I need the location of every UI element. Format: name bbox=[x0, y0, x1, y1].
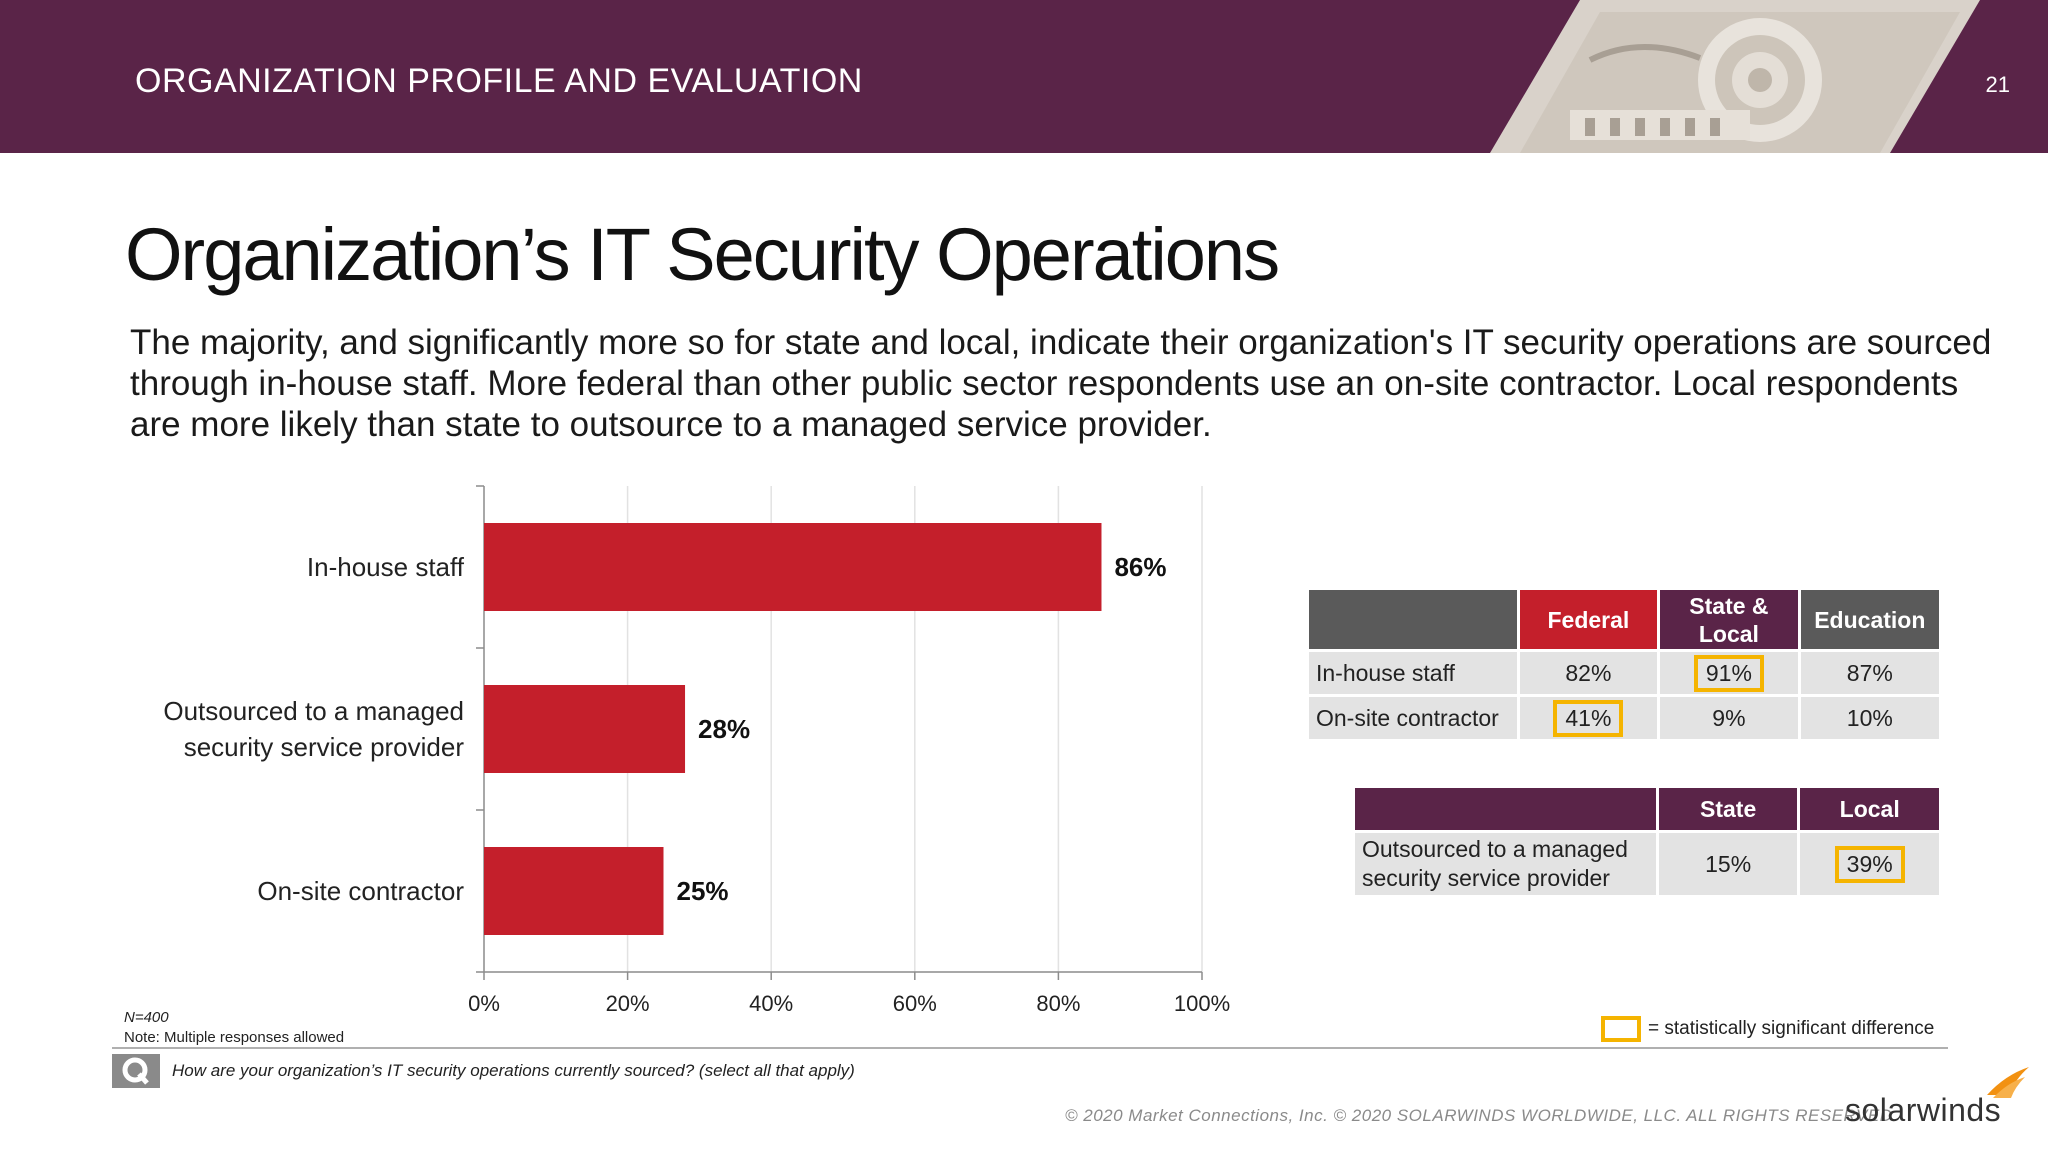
bar-value-label: 86% bbox=[1114, 552, 1166, 582]
state-local-table: State Local Outsourced to a managed secu… bbox=[1352, 785, 1942, 898]
responses-note: Note: Multiple responses allowed bbox=[124, 1029, 345, 1046]
survey-question: How are your organization’s IT security … bbox=[172, 1061, 855, 1080]
significance-legend-text: = statistically significant difference bbox=[1648, 1018, 1935, 1039]
significance-legend-swatch bbox=[1601, 1016, 1641, 1042]
column-header-local: Local bbox=[1800, 788, 1939, 830]
bar bbox=[484, 847, 664, 935]
table-cell: 9% bbox=[1660, 697, 1798, 739]
row-label: On-site contractor bbox=[1309, 697, 1517, 739]
row-label-line: security service provider bbox=[1362, 865, 1610, 891]
solarwinds-logo-text: solarwinds bbox=[1845, 1092, 2002, 1128]
cell-value: 82% bbox=[1565, 659, 1612, 686]
column-header-federal: Federal bbox=[1519, 590, 1658, 649]
copyright-text: © 2020 Market Connections, Inc. © 2020 S… bbox=[1065, 1106, 1893, 1125]
cell-value: 39% bbox=[1834, 845, 1905, 883]
x-tick-label: 100% bbox=[1174, 991, 1230, 1016]
bar-chart: 0% 20% 40% 60% 80% 100% 86% In-house staff 28% Ou… bbox=[163, 485, 1230, 1016]
sample-size-note: N=400 bbox=[124, 1009, 169, 1026]
cell-value: 91% bbox=[1693, 654, 1764, 692]
divider bbox=[112, 1047, 1948, 1049]
table-row: Outsourced to a managed security service… bbox=[1355, 833, 1939, 895]
category-label: In-house staff bbox=[307, 552, 465, 582]
bar bbox=[484, 523, 1102, 611]
table-cell: 82% bbox=[1519, 652, 1658, 694]
x-tick-label: 40% bbox=[749, 991, 793, 1016]
slide-summary: The majority, and significantly more so … bbox=[130, 323, 1992, 444]
page-title: Organization’s IT Security Operations bbox=[125, 213, 1280, 296]
row-label-line: Outsourced to a managed bbox=[1362, 836, 1628, 862]
bar-value-label: 28% bbox=[698, 714, 750, 744]
page-number: 21 bbox=[1985, 72, 2010, 97]
table-cell: 15% bbox=[1658, 833, 1798, 895]
column-header-state: State bbox=[1658, 788, 1798, 830]
cell-value: 87% bbox=[1846, 659, 1893, 686]
segment-table: Federal State & Local Education In-house… bbox=[1306, 587, 1942, 742]
category-label: On-site contractor bbox=[257, 876, 464, 906]
header-banner: ORGANIZATION PROFILE AND EVALUATION 21 bbox=[0, 0, 2048, 153]
table-cell: 10% bbox=[1800, 697, 1939, 739]
section-title: ORGANIZATION PROFILE AND EVALUATION bbox=[135, 62, 863, 100]
cell-value: 15% bbox=[1705, 850, 1752, 877]
table-row: On-site contractor 41% 9% 10% bbox=[1309, 697, 1939, 739]
bar-value-label: 25% bbox=[677, 876, 729, 906]
x-tick-label: 0% bbox=[468, 991, 500, 1016]
x-tick-label: 60% bbox=[893, 991, 937, 1016]
category-label: security service provider bbox=[184, 732, 465, 762]
table-corner-cell bbox=[1309, 590, 1517, 649]
cell-value: 10% bbox=[1846, 704, 1893, 731]
question-icon bbox=[112, 1054, 160, 1088]
x-tick-label: 80% bbox=[1036, 991, 1080, 1016]
category-label: Outsourced to a managed bbox=[163, 696, 464, 726]
table-cell: 39% bbox=[1800, 833, 1939, 895]
column-header-state-local: State & Local bbox=[1660, 590, 1798, 649]
table-cell: 87% bbox=[1800, 652, 1939, 694]
table-row: In-house staff 82% 91% 87% bbox=[1309, 652, 1939, 694]
cell-value: 41% bbox=[1553, 699, 1624, 737]
table-cell: 91% bbox=[1660, 652, 1798, 694]
solarwinds-flame-icon bbox=[1987, 1067, 2029, 1098]
row-label: In-house staff bbox=[1309, 652, 1517, 694]
column-capital-image bbox=[1490, 0, 1980, 153]
cell-value: 9% bbox=[1712, 704, 1746, 731]
column-header-education: Education bbox=[1800, 590, 1939, 649]
table-corner-cell bbox=[1355, 788, 1656, 830]
bar bbox=[484, 685, 686, 773]
table-cell: 41% bbox=[1519, 697, 1658, 739]
x-tick-label: 20% bbox=[606, 991, 650, 1016]
row-label: Outsourced to a managed security service… bbox=[1355, 833, 1656, 895]
